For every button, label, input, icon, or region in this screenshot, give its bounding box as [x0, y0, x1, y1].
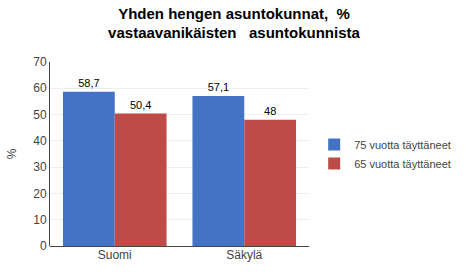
svg-text:0: 0 [40, 239, 47, 253]
svg-text:Säkylä: Säkylä [226, 248, 262, 262]
svg-text:48: 48 [264, 105, 276, 117]
svg-text:Suomi: Suomi [98, 248, 132, 262]
svg-text:%: % [5, 148, 19, 159]
svg-text:20: 20 [33, 187, 47, 201]
svg-text:65 vuotta täyttäneet: 65 vuotta täyttäneet [354, 158, 451, 170]
svg-text:30: 30 [33, 160, 47, 174]
svg-text:50,4: 50,4 [130, 99, 151, 111]
svg-text:10: 10 [33, 213, 47, 227]
svg-text:58,7: 58,7 [78, 77, 99, 89]
svg-text:50: 50 [33, 108, 47, 122]
svg-text:57,1: 57,1 [208, 81, 229, 93]
svg-text:40: 40 [33, 134, 47, 148]
svg-text:Yhden hengen asuntokunnat, %v: Yhden hengen asuntokunnat, %vastaavanikä… [108, 5, 360, 42]
svg-text:75 vuotta täyttäneet: 75 vuotta täyttäneet [354, 139, 451, 151]
svg-text:60: 60 [33, 81, 47, 95]
svg-text:70: 70 [33, 55, 47, 69]
